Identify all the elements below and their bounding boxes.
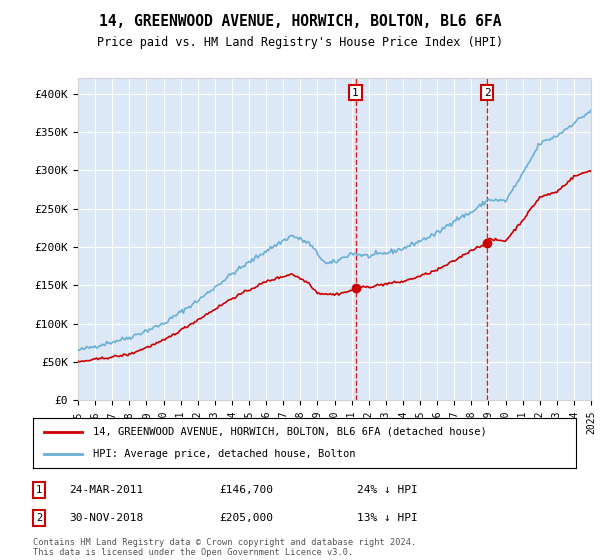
Text: 1: 1 (352, 87, 359, 97)
Text: 14, GREENWOOD AVENUE, HORWICH, BOLTON, BL6 6FA (detached house): 14, GREENWOOD AVENUE, HORWICH, BOLTON, B… (93, 427, 487, 437)
Text: £146,700: £146,700 (219, 485, 273, 495)
Text: 24-MAR-2011: 24-MAR-2011 (69, 485, 143, 495)
Text: 1: 1 (36, 485, 42, 495)
Text: Contains HM Land Registry data © Crown copyright and database right 2024.
This d: Contains HM Land Registry data © Crown c… (33, 538, 416, 557)
Text: 30-NOV-2018: 30-NOV-2018 (69, 513, 143, 523)
Text: 2: 2 (484, 87, 490, 97)
Text: 14, GREENWOOD AVENUE, HORWICH, BOLTON, BL6 6FA: 14, GREENWOOD AVENUE, HORWICH, BOLTON, B… (99, 14, 501, 29)
Text: 13% ↓ HPI: 13% ↓ HPI (357, 513, 418, 523)
Text: 2: 2 (36, 513, 42, 523)
Text: HPI: Average price, detached house, Bolton: HPI: Average price, detached house, Bolt… (93, 449, 355, 459)
Text: £205,000: £205,000 (219, 513, 273, 523)
Text: 24% ↓ HPI: 24% ↓ HPI (357, 485, 418, 495)
Text: Price paid vs. HM Land Registry's House Price Index (HPI): Price paid vs. HM Land Registry's House … (97, 36, 503, 49)
